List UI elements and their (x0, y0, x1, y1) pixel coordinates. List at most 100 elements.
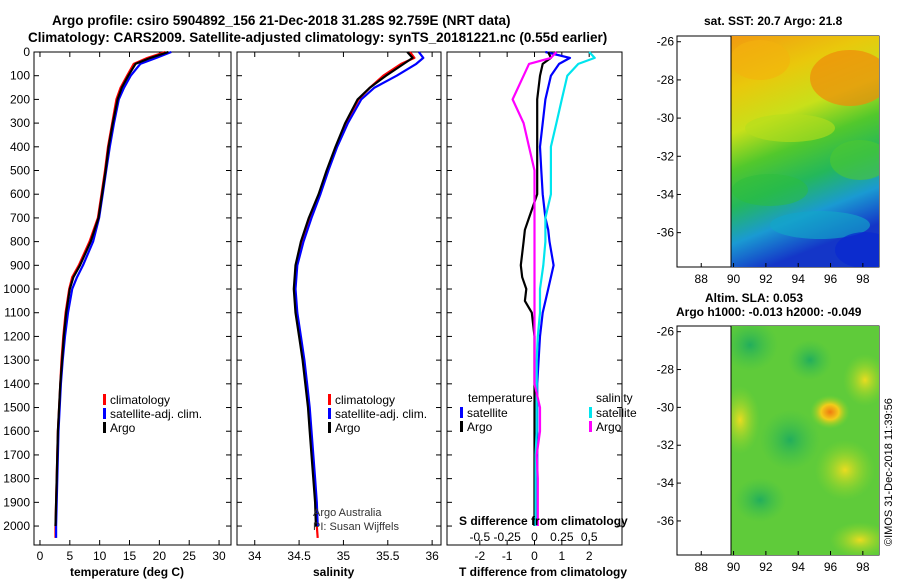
sst-warm-patch (810, 50, 879, 106)
sla-title-line-1: Altim. SLA: 0.053 (705, 291, 803, 305)
map-x-tick-label: 88 (695, 272, 709, 286)
series-line-satellite-adj-clim- (54, 50, 172, 538)
y-tick-label: 1600 (3, 424, 30, 438)
sla-high-patch (830, 522, 879, 555)
salinity-x-label: salinity (313, 565, 355, 579)
y-tick-label: 1000 (3, 282, 30, 296)
x-tick-label: 0 (37, 549, 44, 563)
difference-s-x-label: S difference from climatology (459, 514, 628, 528)
difference-y-ticks (447, 51, 622, 527)
y-tick-label: 2000 (3, 519, 30, 533)
x-tick-label: 34 (248, 549, 262, 563)
legend-label-t-argo: Argo (467, 420, 493, 434)
y-tick-label: 1200 (3, 329, 30, 343)
sla-high-patch (731, 386, 760, 454)
legend-swatch-argo (328, 422, 331, 433)
map-x-tick-label: 98 (856, 272, 870, 286)
map-x-tick-label: 94 (792, 272, 806, 286)
y-tick-label: 100 (10, 69, 30, 83)
sst-map-axes: 88 90 92 94 96 98 -26 -28 -30 -32 -34 -36 (657, 35, 870, 286)
sst-cold-patch (770, 211, 870, 239)
map-y-tick-label: -28 (657, 363, 675, 377)
map-y-tick-label: -36 (657, 226, 675, 240)
legend-label-s-argo: Argo (596, 420, 622, 434)
series-line-s-satellite (534, 51, 596, 526)
difference-t-x-label: T difference from climatology (459, 565, 627, 579)
temperature-y-axis: 0 100 200 300 400 500 600 700 800 900 1000 1100 1200… (3, 45, 231, 533)
legend-label-t-satellite: satellite (467, 406, 508, 420)
salinity-series (292, 51, 425, 538)
s-tick-label: 0.25 (550, 530, 574, 544)
map-x-tick-label: 96 (824, 272, 838, 286)
y-tick-label: 1900 (3, 495, 30, 509)
sla-low-patch (788, 340, 832, 380)
map-y-tick-label: -34 (657, 476, 675, 490)
legend-label-argo: Argo (335, 421, 361, 435)
series-line-argo (54, 50, 169, 527)
x-tick-label: 0 (531, 549, 538, 563)
temperature-legend: climatology satellite-adj. clim. Argo (103, 393, 202, 435)
legend-swatch-s-satellite (589, 407, 592, 418)
sla-low-patch (760, 410, 820, 470)
temperature-x-label: temperature (deg C) (70, 565, 184, 579)
legend-label-argo: Argo (110, 421, 136, 435)
sla-map-axes: 88 90 92 94 96 98 -26 -28 -30 -32 -34 -36 (657, 325, 870, 574)
y-tick-label: 700 (10, 211, 30, 225)
y-tick-label: 900 (10, 258, 30, 272)
legend-label-satellite: satellite-adj. clim. (335, 407, 427, 421)
sst-warm-patch (731, 40, 790, 80)
map-y-tick-label: -30 (657, 111, 675, 125)
y-tick-label: 300 (10, 116, 30, 130)
map-x-tick-label: 90 (727, 560, 741, 574)
sla-title-line-2: Argo h1000: -0.013 h2000: -0.049 (676, 305, 862, 319)
imos-timestamp: ©IMOS 31-Dec-2018 11:39:56 (883, 398, 895, 546)
sla-peak-patch (810, 395, 850, 429)
difference-legend: temperature satellite Argo salinity sate… (460, 391, 637, 434)
sst-map-title: sat. SST: 20.7 Argo: 21.8 (704, 14, 843, 28)
salinity-x-axis: 34 34.5 35 35.5 36 (248, 52, 439, 563)
y-tick-label: 0 (23, 45, 30, 59)
legend-swatch-satellite (103, 408, 106, 419)
legend-swatch-climatology (103, 394, 106, 405)
x-tick-label: 36 (425, 549, 439, 563)
series-line-s-argo (511, 51, 558, 526)
x-tick-label: 1 (559, 549, 566, 563)
title-line-2: Climatology: CARS2009. Satellite-adjuste… (28, 30, 607, 45)
temperature-x-axis: 0 5 10 15 20 25 30 (37, 52, 226, 563)
y-tick-label: 600 (10, 187, 30, 201)
legend-label-s-satellite: satellite (596, 406, 637, 420)
sst-mid-patch (830, 140, 879, 180)
sst-mid-patch (732, 174, 808, 206)
y-tick-label: 1300 (3, 353, 30, 367)
x-tick-label: 15 (123, 549, 137, 563)
x-tick-label: 5 (66, 549, 73, 563)
legend-title-salinity: salinity (596, 391, 633, 405)
sla-map-field (731, 326, 879, 555)
map-y-tick-label: -26 (657, 325, 675, 339)
difference-series (511, 50, 596, 526)
x-tick-label: -2 (474, 549, 485, 563)
s-tick-label: -0.25 (493, 530, 521, 544)
temperature-series (54, 50, 172, 538)
sst-cold-patch (835, 232, 879, 267)
x-tick-label: 25 (183, 549, 197, 563)
salinity-y-ticks (237, 51, 441, 527)
series-line-t-argo (519, 51, 553, 526)
x-tick-label: 35 (337, 549, 351, 563)
map-x-tick-label: 98 (856, 560, 870, 574)
legend-label-climatology: climatology (335, 393, 395, 407)
y-tick-label: 200 (10, 92, 30, 106)
x-tick-label: -1 (502, 549, 513, 563)
y-tick-label: 800 (10, 235, 30, 249)
map-x-tick-label: 92 (759, 272, 773, 286)
legend-title-temperature: temperature (468, 391, 533, 405)
map-y-tick-label: -32 (657, 149, 675, 163)
legend-swatch-t-argo (460, 421, 463, 432)
map-y-tick-label: -36 (657, 514, 675, 528)
x-tick-label: 10 (93, 549, 107, 563)
sla-low-patch (731, 326, 778, 371)
y-tick-label: 1800 (3, 472, 30, 486)
sla-low-patch (734, 478, 786, 522)
sla-high-patch (815, 440, 875, 500)
